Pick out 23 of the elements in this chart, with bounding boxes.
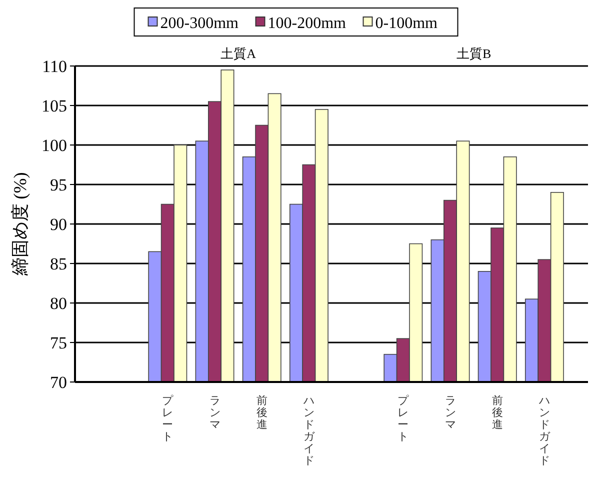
x-tick-label: 前後進 [256, 395, 268, 431]
y-tick-label: 70 [50, 373, 67, 392]
legend-label: 100-200mm [268, 15, 347, 32]
y-tick-label: 100 [42, 136, 67, 155]
text: 土質B [456, 46, 492, 61]
y-tick-label: 110 [42, 57, 67, 76]
y-tick-label: 75 [50, 334, 67, 352]
y-axis-title: 締固め度 (%) [10, 172, 30, 277]
legend-label: 0-100mm [375, 15, 438, 32]
x-tick-label: プレート [162, 394, 174, 443]
x-tick-label: ランマ [209, 395, 220, 431]
legend-label: 200-300mm [160, 15, 240, 32]
x-tick-label: ハンドガイド [302, 395, 316, 467]
y-tick-label: 105 [42, 96, 67, 116]
x-tick-label: ランマ [444, 395, 456, 431]
y-tick-label: 95 [50, 176, 67, 194]
y-tick-label: 90 [50, 215, 67, 234]
x-tick-label: プレート [398, 394, 410, 443]
x-tick-label: ハンドガイド [538, 395, 551, 467]
y-tick-label: 85 [50, 254, 67, 274]
text: 土質A [220, 46, 257, 61]
x-tick-label: 前後進 [492, 395, 503, 431]
y-tick-label: 80 [50, 294, 67, 313]
